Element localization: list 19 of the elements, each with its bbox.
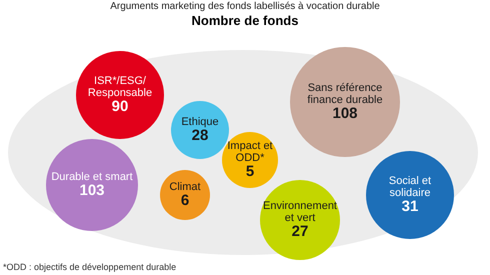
data-label: 108 [332,105,358,122]
data-label: 6 [180,192,190,210]
text: Arguments marketing des fonds labellisés à vocation durable [109,1,381,12]
data-label: 28 [192,127,208,144]
category-label: Climat [169,181,201,194]
category-label: ISR*/ESG/ Responsable [88,75,152,100]
category-label: Durable et smart [51,171,133,184]
category-label: Social et solidaire [388,175,432,200]
data-label: 27 [292,223,308,240]
data-label: 90 [112,98,128,116]
category-label: Ethique [181,116,219,128]
data-label: 5 [246,163,254,180]
text: Nombre de fonds [190,13,300,28]
category-label: Impact et ODD* [227,140,273,164]
category-label: Sans référence finance durable [307,82,383,106]
data-label: 31 [402,198,418,216]
category-label: Environnement et vert [263,200,337,224]
text: *ODD : objectifs de développement durable [3,262,176,272]
data-label: 103 [79,182,105,200]
